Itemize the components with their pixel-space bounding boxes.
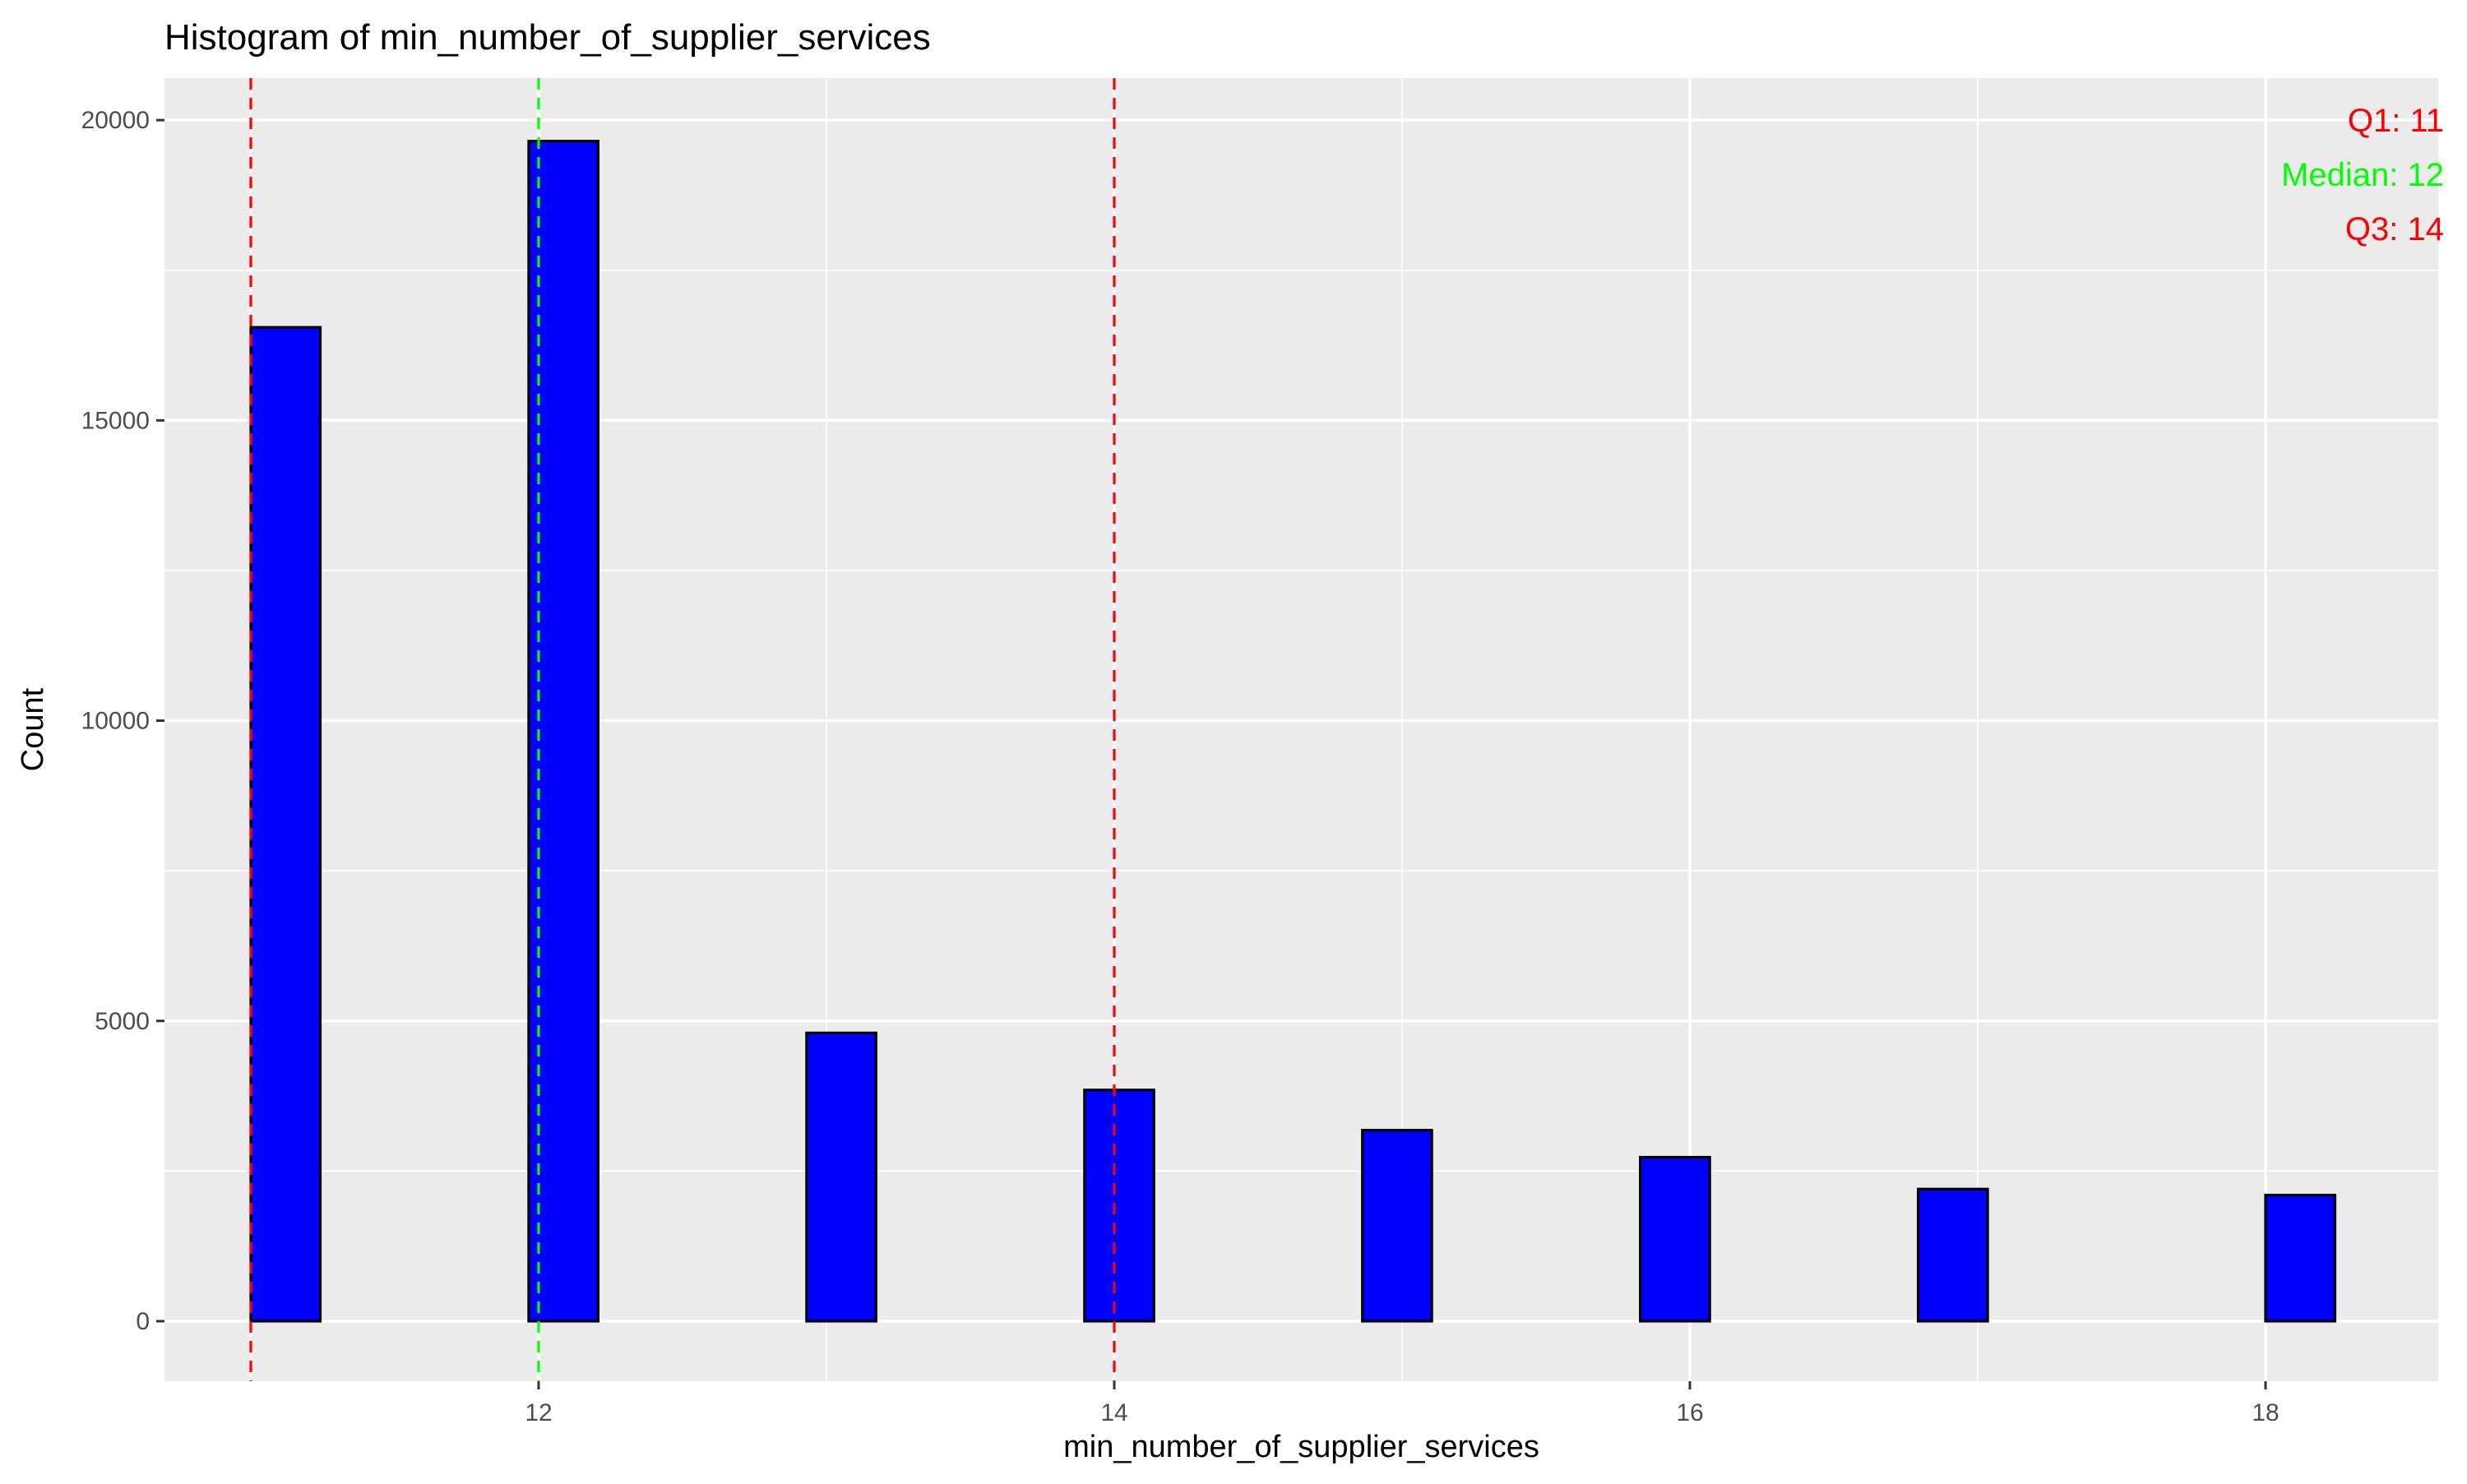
- x-tick-label: 12: [525, 1399, 552, 1426]
- histogram-bar: [1083, 1089, 1155, 1323]
- x-tick-label: 18: [2252, 1399, 2279, 1426]
- histogram-bar: [249, 326, 322, 1323]
- y-tick-label: 10000: [81, 708, 150, 735]
- quartile-annotation: Q1: 11: [2348, 103, 2444, 139]
- histogram-bars: [249, 140, 2337, 1323]
- y-tick-label: 0: [136, 1308, 150, 1335]
- x-tick-label: 16: [1676, 1399, 1703, 1426]
- histogram-bar: [805, 1031, 877, 1323]
- chart-title: Histogram of min_number_of_supplier_serv…: [164, 17, 931, 58]
- histogram-bar: [527, 140, 600, 1323]
- quartile-lines: [249, 78, 1116, 1381]
- histogram-bar: [1916, 1187, 1989, 1323]
- histogram-bar: [1639, 1155, 1711, 1323]
- histogram-bar: [2264, 1193, 2337, 1323]
- plot-panel: [164, 78, 2438, 1381]
- x-tick-label: 14: [1100, 1399, 1127, 1426]
- quartile-annotation: Median: 12: [2281, 157, 2444, 193]
- quartile-annotation: Q3: 14: [2345, 211, 2444, 247]
- y-tick-label: 5000: [95, 1008, 150, 1035]
- y-axis-label: Count: [16, 687, 50, 771]
- quartile-annotations: Q1: 11 Median: 12 Q3: 14: [2281, 103, 2444, 247]
- y-axis-ticks: 0 5000 10000 15000 20000: [81, 107, 164, 1335]
- x-axis-label: min_number_of_supplier_services: [1063, 1430, 1539, 1464]
- x-axis-ticks: 12 14 16 18: [525, 1381, 2280, 1426]
- histogram-bar: [1361, 1129, 1433, 1323]
- y-tick-label: 15000: [81, 407, 150, 434]
- y-tick-label: 20000: [81, 107, 150, 134]
